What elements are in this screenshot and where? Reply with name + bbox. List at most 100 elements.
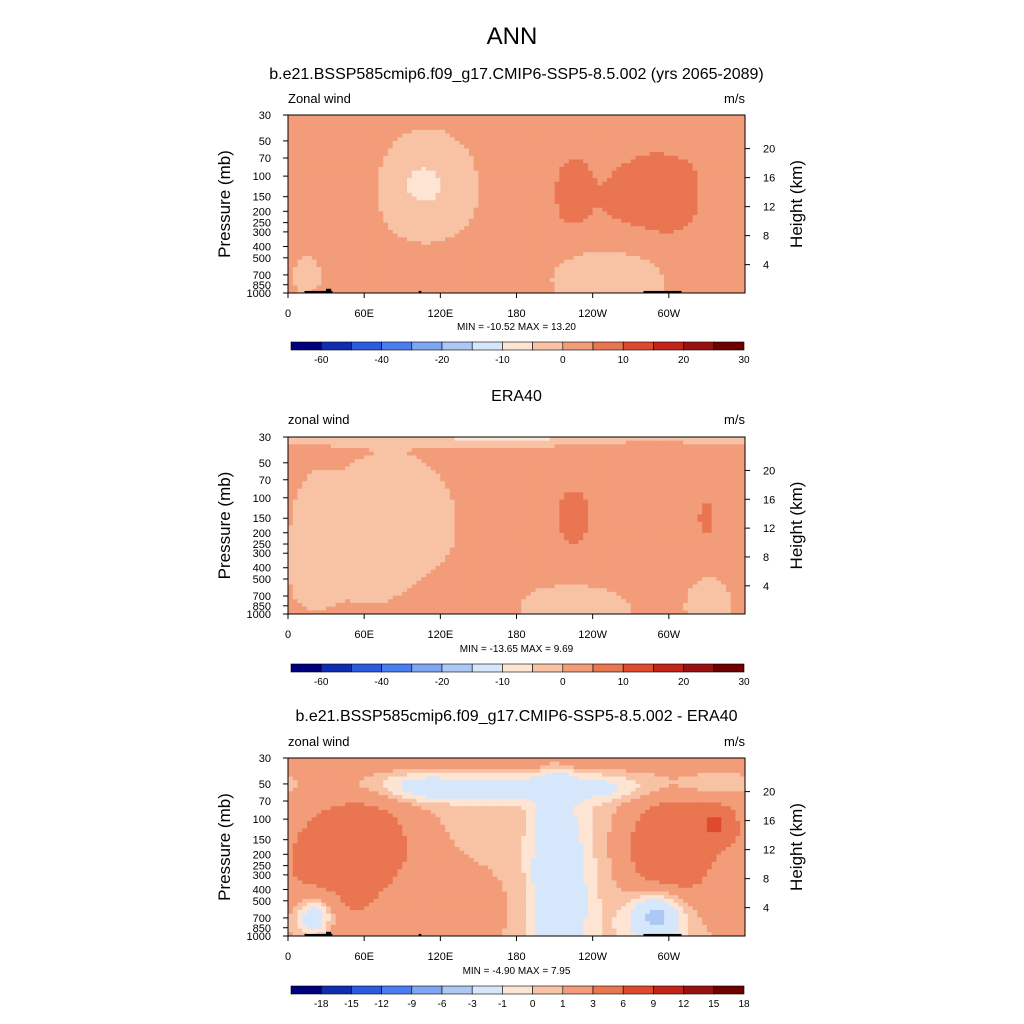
colorbar-label: -12: [374, 999, 389, 1010]
colorbar-swatch: [320, 341, 352, 351]
longitude-tick-label: 0: [285, 951, 291, 963]
longitude-tick-label: 60W: [658, 629, 681, 641]
figure-title: ANN: [487, 23, 538, 50]
longitude-tick-label: 60E: [354, 629, 374, 641]
colorbar-label: -40: [374, 677, 389, 688]
colorbar-label: -20: [435, 355, 450, 366]
contour-field: [288, 758, 745, 936]
panel-title: b.e21.BSSP585cmip6.f09_g17.CMIP6-SSP5-8.…: [295, 708, 737, 725]
height-tick-label: 12: [763, 845, 775, 857]
colorbar-swatch: [683, 663, 715, 673]
colorbar: -18 -15 -12 -9 -6 -3 -1 0 1 3 6 9 12 15 18: [290, 985, 750, 1010]
colorbar-label: 15: [708, 999, 720, 1010]
colorbar-label: -1: [498, 999, 507, 1010]
colorbar-label: -9: [407, 999, 416, 1010]
colorbar-label: -10: [495, 677, 510, 688]
pressure-tick-label: 1000: [247, 609, 271, 621]
colorbar-label: 1: [560, 999, 566, 1010]
pressure-tick-label: 50: [259, 136, 271, 148]
pressure-tick-label: 500: [253, 896, 271, 908]
height-tick-label: 4: [763, 581, 769, 593]
colorbar-swatch: [411, 985, 443, 995]
pressure-tick-label: 30: [259, 432, 271, 444]
longitude-tick-label: 120W: [578, 629, 607, 641]
colorbar-swatch: [411, 663, 443, 673]
colorbar-label: -15: [344, 999, 359, 1010]
colorbar-swatch: [532, 341, 564, 351]
colorbar-label: -40: [374, 355, 389, 366]
colorbar-label: 0: [560, 677, 566, 688]
pressure-tick-label: 50: [259, 458, 271, 470]
colorbar-swatch: [622, 663, 654, 673]
colorbar-swatch: [290, 985, 322, 995]
height-tick-label: 8: [763, 231, 769, 243]
height-tick-label: 20: [763, 144, 775, 156]
pressure-tick-label: 300: [253, 870, 271, 882]
y2-axis-label: Height (km): [787, 482, 806, 570]
pressure-tick-label: 400: [253, 563, 271, 575]
colorbar-label: 0: [530, 999, 536, 1010]
colorbar-label: -6: [438, 999, 447, 1010]
y2-axis-label: Height (km): [787, 160, 806, 248]
pressure-tick-label: 700: [253, 591, 271, 603]
height-tick-label: 20: [763, 787, 775, 799]
colorbar-swatch: [320, 663, 352, 673]
height-tick-label: 16: [763, 816, 775, 828]
pressure-tick-label: 200: [253, 528, 271, 540]
longitude-tick-label: 60W: [658, 951, 681, 963]
panel-1: b.e21.BSSP585cmip6.f09_g17.CMIP6-SSP5-8.…: [215, 66, 806, 366]
colorbar-swatch: [683, 985, 715, 995]
colorbar-swatch: [381, 341, 413, 351]
colorbar-label: 0: [560, 355, 566, 366]
topography-mask: [418, 933, 422, 936]
colorbar-swatch: [713, 663, 745, 673]
y2-axis-label: Height (km): [787, 803, 806, 891]
pressure-tick-label: 500: [253, 574, 271, 586]
topography-mask: [326, 931, 332, 936]
colorbar-swatch: [562, 663, 594, 673]
min-max-stats: MIN = -13.65 MAX = 9.69: [460, 644, 574, 655]
height-tick-label: 20: [763, 465, 775, 477]
colorbar-swatch: [562, 341, 594, 351]
pressure-tick-label: 700: [253, 913, 271, 925]
height-tick-label: 16: [763, 173, 775, 185]
colorbar-label: -18: [314, 999, 329, 1010]
min-max-stats: MIN = -10.52 MAX = 13.20: [457, 322, 576, 333]
y-axis-label: Pressure (mb): [215, 150, 234, 258]
colorbar-label: 10: [618, 677, 630, 688]
colorbar-swatch: [622, 985, 654, 995]
colorbar-swatch: [351, 985, 382, 995]
panel-title: b.e21.BSSP585cmip6.f09_g17.CMIP6-SSP5-8.…: [269, 66, 764, 83]
colorbar-swatch: [320, 985, 352, 995]
variable-label: zonal wind: [288, 412, 349, 427]
colorbar-swatch: [622, 341, 654, 351]
colorbar-label: 30: [738, 355, 750, 366]
longitude-tick-label: 0: [285, 308, 291, 320]
pressure-tick-label: 30: [259, 110, 271, 122]
colorbar-swatch: [502, 341, 533, 351]
pressure-tick-label: 500: [253, 253, 271, 265]
colorbar-label: 20: [678, 677, 690, 688]
pressure-tick-label: 200: [253, 206, 271, 218]
pressure-tick-label: 30: [259, 753, 271, 765]
colorbar-label: 9: [651, 999, 657, 1010]
colorbar-swatch: [653, 341, 684, 351]
longitude-tick-label: 180: [507, 951, 525, 963]
contour-field: [288, 115, 745, 293]
pressure-tick-label: 150: [253, 835, 271, 847]
colorbar-swatch: [562, 985, 594, 995]
colorbar-label: 3: [590, 999, 596, 1010]
colorbar-label: 10: [618, 355, 630, 366]
colorbar-swatch: [713, 985, 745, 995]
longitude-tick-label: 120W: [578, 951, 607, 963]
panel-title: ERA40: [491, 388, 542, 405]
pressure-tick-label: 50: [259, 779, 271, 791]
colorbar: -60 -40 -20 -10 0 10 20 30: [290, 663, 750, 688]
pressure-tick-label: 850: [253, 601, 271, 613]
colorbar-swatch: [592, 985, 624, 995]
pressure-tick-label: 70: [259, 153, 271, 165]
pressure-tick-label: 1000: [247, 931, 271, 943]
colorbar-swatch: [592, 663, 624, 673]
colorbar-swatch: [441, 663, 473, 673]
